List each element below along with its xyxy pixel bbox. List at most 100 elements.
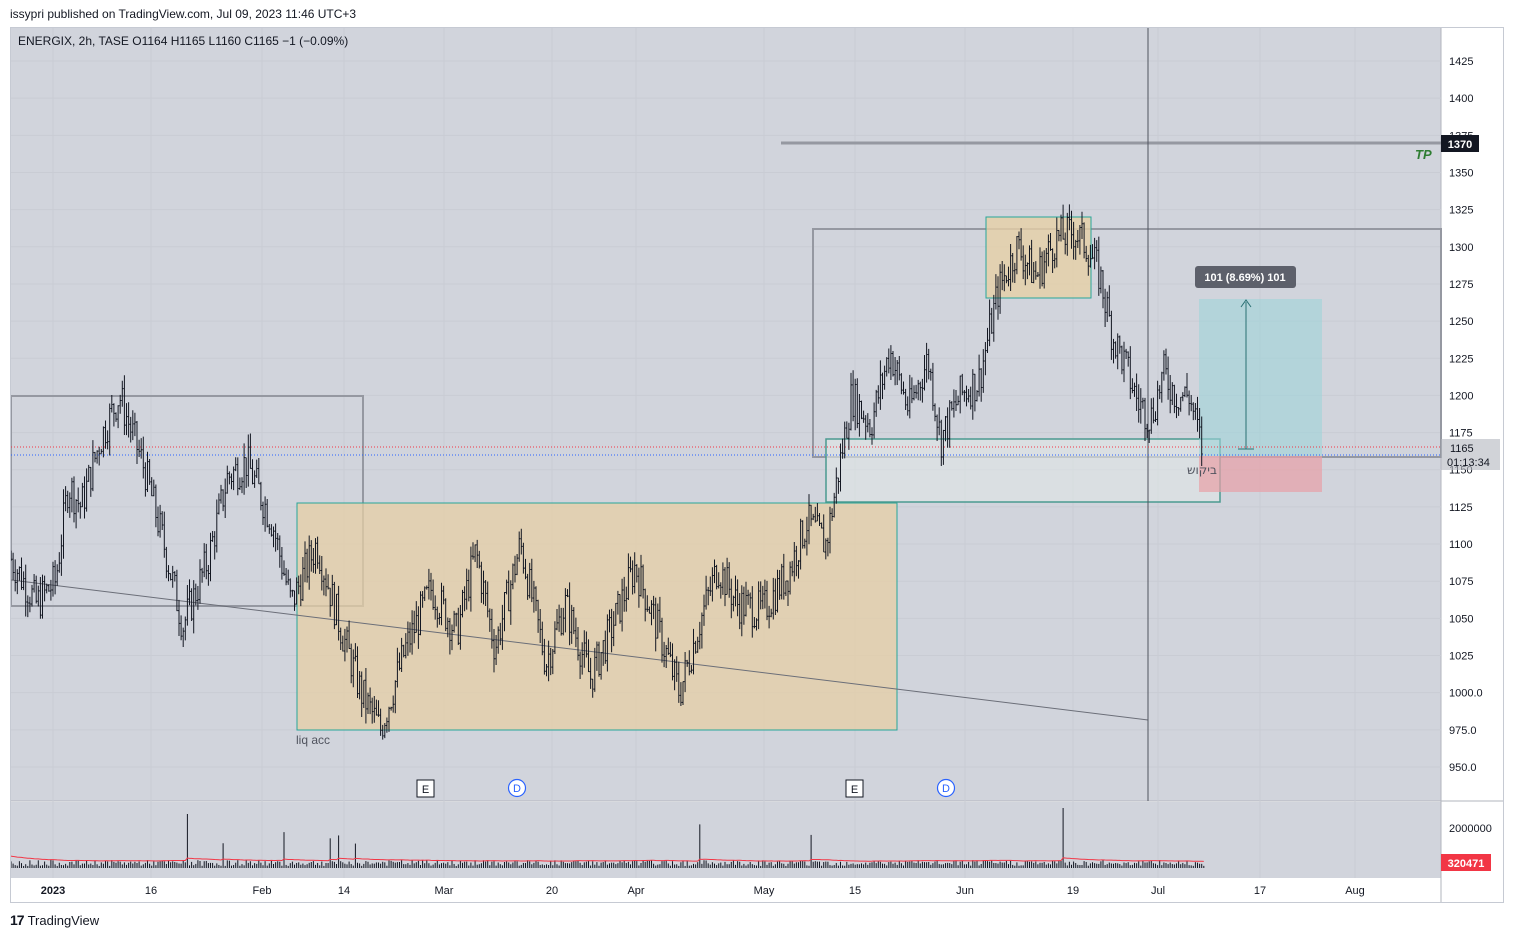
ohlc-bar <box>553 621 556 654</box>
ohlc-bar <box>675 656 678 682</box>
ohlc-bar <box>719 582 722 599</box>
ohlc-bar <box>938 407 941 436</box>
ohlc-bar <box>850 372 852 431</box>
ohlc-bar <box>757 581 760 630</box>
ohlc-bar <box>973 373 976 412</box>
ohlc-bar <box>999 264 1002 314</box>
ohlc-bar <box>768 605 771 629</box>
price-tick-label: 1200 <box>1449 390 1473 402</box>
ohlc-bar <box>427 568 430 600</box>
ohlc-bar <box>62 489 65 559</box>
symbol-legend[interactable]: ENERGIX, 2h, TASE O1164 H1165 L1160 C116… <box>18 34 348 48</box>
ohlc-bar <box>268 524 271 534</box>
ohlc-bar <box>537 599 540 633</box>
ohlc-bar <box>778 570 781 600</box>
time-tick-label: 19 <box>1067 885 1079 897</box>
ohlc-bar <box>83 476 86 519</box>
long-position-target[interactable] <box>1199 299 1322 456</box>
ohlc-bar <box>24 564 27 617</box>
ohlc-bar <box>1018 231 1020 250</box>
ohlc-bar <box>89 466 92 497</box>
ohlc-bar <box>677 661 680 703</box>
ohlc-bar <box>1175 393 1178 419</box>
ohlc-bar <box>1022 245 1025 280</box>
ohlc-bar <box>514 555 516 583</box>
ohlc-bar <box>129 416 132 443</box>
ohlc-bar <box>415 601 418 634</box>
axis-settings-box[interactable] <box>1443 32 1500 54</box>
ohlc-bar <box>654 597 657 652</box>
ohlc-bar <box>472 542 474 560</box>
ohlc-bar <box>700 612 703 649</box>
ohlc-bar <box>312 548 315 573</box>
price-tick-label: 1400 <box>1449 93 1473 105</box>
ohlc-bar <box>331 574 334 607</box>
ohlc-bar <box>1154 411 1157 423</box>
ohlc-bar <box>91 440 94 492</box>
ohlc-bar <box>322 575 325 596</box>
ohlc-bar <box>614 602 617 626</box>
ohlc-bar <box>734 575 737 607</box>
ohlc-bar <box>123 375 126 435</box>
ohlc-bar <box>432 579 435 610</box>
ohlc-bar <box>1131 378 1134 394</box>
ohlc-bar <box>595 641 598 671</box>
ohlc-bar <box>759 581 762 610</box>
ohlc-bar <box>976 390 978 402</box>
ohlc-bar <box>379 708 382 736</box>
ohlc-bar <box>152 479 155 497</box>
ohlc-bar <box>1108 285 1111 317</box>
ohlc-bar <box>1062 204 1065 240</box>
ohlc-bar <box>150 477 153 497</box>
svg-text:D: D <box>942 783 950 795</box>
ohlc-bar <box>157 506 159 537</box>
ohlc-bar <box>457 607 460 646</box>
ohlc-bar <box>835 467 838 504</box>
event-marker-dividend[interactable]: D <box>507 778 527 798</box>
ohlc-bar <box>203 543 206 578</box>
ohlc-bar <box>346 626 348 653</box>
ohlc-bar <box>1081 211 1083 239</box>
ohlc-bar <box>774 578 777 616</box>
ohlc-bar <box>738 592 741 630</box>
ohlc-bar <box>169 573 172 581</box>
accumulation-zone[interactable] <box>296 502 898 731</box>
event-marker-dividend[interactable]: D <box>936 778 956 798</box>
ohlc-bar <box>1070 210 1073 249</box>
event-marker-earnings[interactable]: E <box>416 779 435 798</box>
ohlc-bar <box>635 564 638 583</box>
ohlc-bar <box>936 414 939 441</box>
ohlc-bar <box>528 562 531 599</box>
ohlc-bar <box>997 276 999 320</box>
time-tick-label: May <box>754 885 775 897</box>
ohlc-bar <box>1137 384 1140 423</box>
ohlc-bar <box>175 569 178 612</box>
ohlc-bar <box>791 560 794 577</box>
ohlc-bar <box>845 421 848 439</box>
liq-acc-label: liq acc <box>296 733 330 747</box>
ohlc-bar <box>1135 373 1138 412</box>
ohlc-bar <box>602 640 605 666</box>
svg-text:E: E <box>851 784 858 796</box>
ohlc-bar <box>984 341 987 376</box>
ohlc-bar <box>755 618 758 631</box>
ohlc-bar <box>1028 245 1031 276</box>
event-marker-earnings[interactable]: E <box>845 779 864 798</box>
price-tick-label: 1425 <box>1449 56 1473 68</box>
ohlc-bar <box>745 581 747 617</box>
ohlc-bar <box>213 531 216 560</box>
ohlc-bar <box>763 579 766 609</box>
ohlc-bar <box>801 520 804 549</box>
long-position-stop[interactable] <box>1199 456 1322 492</box>
ohlc-bar <box>812 513 815 521</box>
ohlc-bar <box>784 580 787 597</box>
ohlc-bar <box>896 359 899 385</box>
time-tick-label: 17 <box>1254 885 1266 897</box>
ohlc-bar <box>406 621 409 656</box>
ohlc-bar <box>969 386 972 410</box>
ohlc-bar <box>144 462 147 497</box>
ohlc-bar <box>1173 384 1176 414</box>
ohlc-bar <box>833 492 836 518</box>
ohlc-bar <box>587 639 590 673</box>
